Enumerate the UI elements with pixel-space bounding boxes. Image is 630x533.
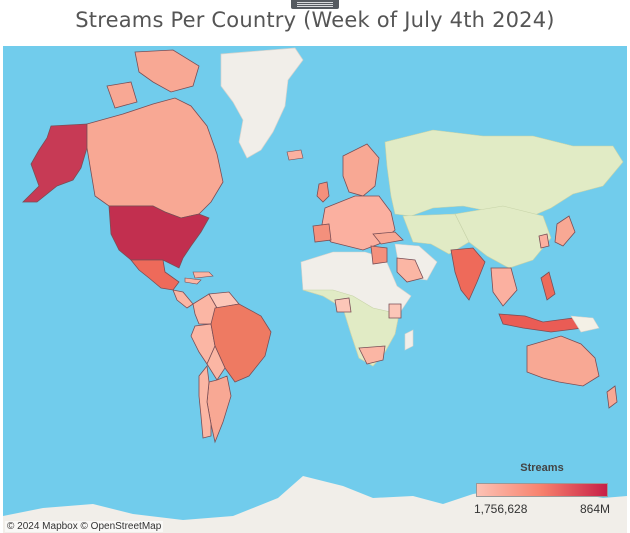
legend-min-label: 1,756,628 [474,502,528,516]
antarctica [3,476,627,533]
country-egypt [370,245,388,265]
russia [384,129,624,221]
country-scandinavia [342,143,380,197]
world-map[interactable] [3,46,627,533]
map-attribution[interactable]: © 2024 Mapbox © OpenStreetMap [5,521,164,532]
country-bolivia [206,345,226,381]
country-papua [570,315,600,333]
country-saudi [396,257,424,283]
country-canada [86,97,224,219]
central-asia [402,213,470,255]
legend-max-label: 864M [579,502,610,516]
country-chile [198,365,212,439]
country-united-states [108,205,210,269]
madagascar [404,329,414,351]
country-south-africa [358,345,386,365]
map-view[interactable] [3,46,627,533]
legend: Streams 1,756,628 864M [474,462,610,520]
canada-islands [134,49,200,93]
country-japan [554,215,576,247]
country-australia [526,335,600,387]
country-united-kingdom [316,181,330,203]
country-southeast-asia [490,267,518,307]
country-korea [538,233,550,249]
china [454,205,552,269]
country-india [450,247,486,301]
iceland [286,149,304,161]
country-brazil [210,303,272,383]
country-mexico [130,259,180,291]
legend-title: Streams [520,462,564,474]
country-new-zealand [606,385,618,409]
caribbean [192,271,214,279]
country-kenya [388,303,402,319]
drag-handle-icon[interactable] [291,0,339,9]
country-turkey [372,231,404,245]
central-america [172,289,194,309]
legend-color-ramp [476,483,608,497]
country-philippines [540,271,556,301]
page-title: Streams Per Country (Week of July 4th 20… [75,8,555,32]
greenland [220,47,304,159]
country-nigeria [334,297,352,313]
country-spain [312,223,332,243]
